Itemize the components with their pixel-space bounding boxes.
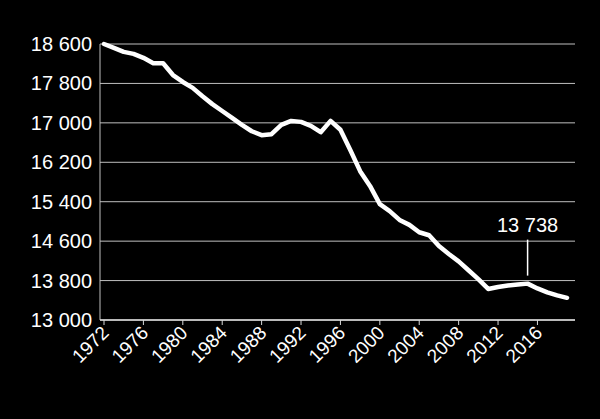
- grid-line: [100, 44, 575, 45]
- y-tick-label: 17 000: [31, 112, 92, 134]
- y-tick-label: 18 600: [31, 33, 92, 55]
- x-tick-label: 2016: [502, 322, 547, 367]
- x-tick-label: 2000: [344, 322, 389, 367]
- y-tick-label: 15 400: [31, 191, 92, 213]
- x-tick: [222, 320, 223, 325]
- x-tick-label: 2008: [423, 322, 468, 367]
- chart: 13 000 13 800 14 600 15 400 16 200 17 000 17 8…: [0, 0, 600, 419]
- grid-line: [100, 83, 575, 84]
- x-tick: [340, 320, 341, 325]
- x-tick: [458, 320, 459, 325]
- y-tick-label: 13 000: [31, 309, 92, 331]
- y-tick-label: 13 800: [31, 270, 92, 292]
- y-tick-label: 16 200: [31, 151, 92, 173]
- x-tick: [419, 320, 420, 325]
- x-tick: [182, 320, 183, 325]
- x-axis: [100, 319, 575, 321]
- x-tick: [261, 320, 262, 325]
- grid-line: [100, 162, 575, 163]
- x-tick-label: 1996: [305, 322, 350, 367]
- grid-line: [100, 320, 575, 321]
- grid-line: [100, 201, 575, 202]
- grid-line: [100, 280, 575, 281]
- x-tick-label: 1984: [186, 322, 231, 367]
- y-axis: [100, 44, 101, 320]
- annotation-leader: [527, 240, 529, 276]
- x-tick-label: 2004: [383, 322, 428, 367]
- background: [0, 0, 600, 419]
- y-tick-label: 14 600: [31, 230, 92, 252]
- x-tick-label: 1972: [68, 322, 113, 367]
- x-tick-label: 2012: [462, 322, 507, 367]
- x-tick-label: 1992: [265, 322, 310, 367]
- x-tick-label: 1980: [147, 322, 192, 367]
- y-tick-label: 17 800: [31, 72, 92, 94]
- x-tick-label: 1988: [226, 322, 271, 367]
- x-tick: [498, 320, 499, 325]
- plot-area: [104, 44, 567, 298]
- grid-line: [100, 122, 575, 123]
- data-line: [104, 44, 567, 298]
- x-tick: [379, 320, 380, 325]
- annotation-text: 13 738: [497, 214, 558, 236]
- x-tick: [104, 320, 105, 325]
- x-tick-label: 1976: [107, 322, 152, 367]
- x-tick: [143, 320, 144, 325]
- x-tick: [301, 320, 302, 325]
- grid-line: [100, 241, 575, 242]
- x-tick: [537, 320, 538, 325]
